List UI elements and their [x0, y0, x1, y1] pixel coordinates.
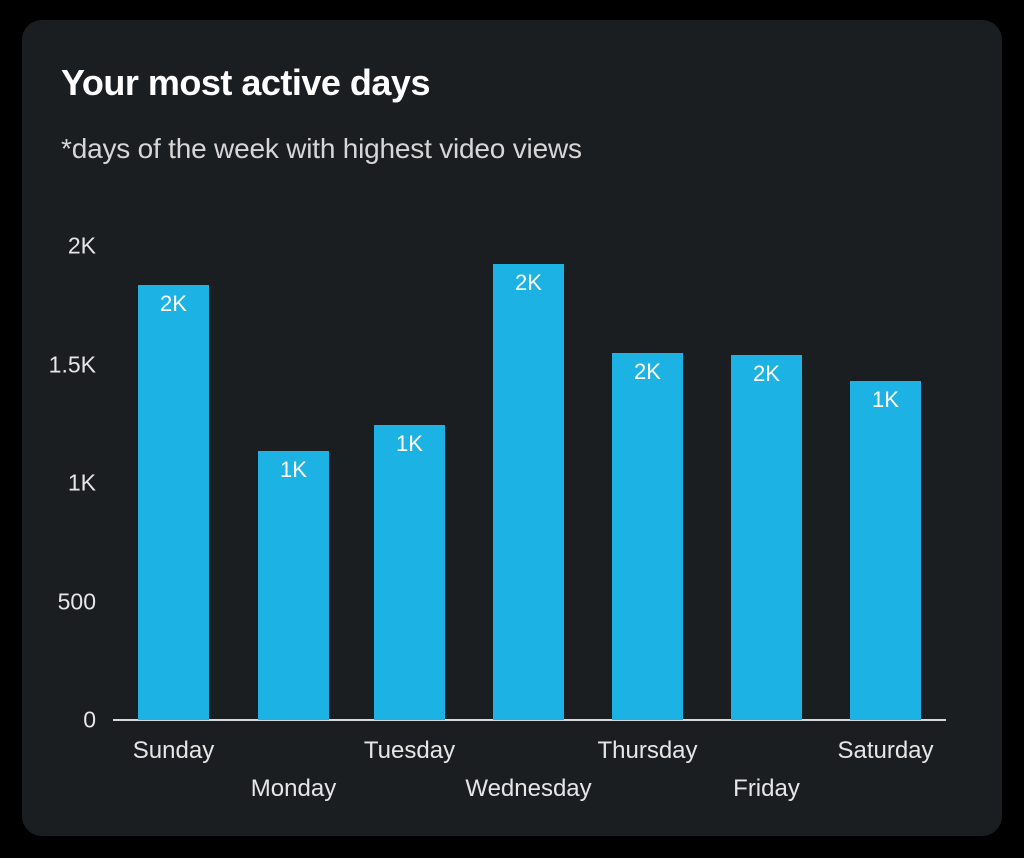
bar-monday[interactable]: 1K: [258, 451, 329, 720]
bar-value-label: 2K: [634, 358, 661, 384]
bar-saturday[interactable]: 1K: [850, 381, 921, 720]
bar-sunday[interactable]: 2K: [138, 285, 209, 720]
y-tick-label: 500: [57, 588, 96, 614]
x-tick-label-wednesday: Wednesday: [465, 775, 592, 802]
x-tick-label-thursday: Thursday: [597, 737, 698, 764]
bar-thursday[interactable]: 2K: [612, 352, 683, 720]
x-tick-label-saturday: Saturday: [837, 737, 934, 764]
bar-value-label: 2K: [515, 269, 542, 295]
y-tick-label: 0: [83, 706, 96, 733]
bar-value-label: 1K: [872, 387, 899, 413]
y-tick-label: 1.5K: [48, 351, 96, 377]
bar-wednesday[interactable]: 2K: [493, 263, 564, 720]
chart-subtitle: *days of the week with highest video vie…: [61, 133, 582, 164]
bar-friday[interactable]: 2K: [731, 355, 802, 720]
bar-value-label: 2K: [753, 361, 780, 387]
y-tick-label: 2K: [67, 232, 96, 259]
bar-tuesday[interactable]: 1K: [374, 424, 445, 720]
chart-title: Your most active days: [61, 62, 430, 103]
y-tick-label: 1K: [67, 469, 96, 496]
x-tick-label-tuesday: Tuesday: [363, 737, 456, 764]
x-tick-label-monday: Monday: [250, 775, 337, 802]
bar-value-label: 2K: [160, 291, 187, 317]
x-tick-label-sunday: Sunday: [132, 737, 215, 764]
bar-value-label: 1K: [396, 430, 423, 456]
x-tick-label-friday: Friday: [733, 775, 800, 802]
x-axis-line: [113, 719, 946, 721]
bar-value-label: 1K: [280, 457, 307, 482]
